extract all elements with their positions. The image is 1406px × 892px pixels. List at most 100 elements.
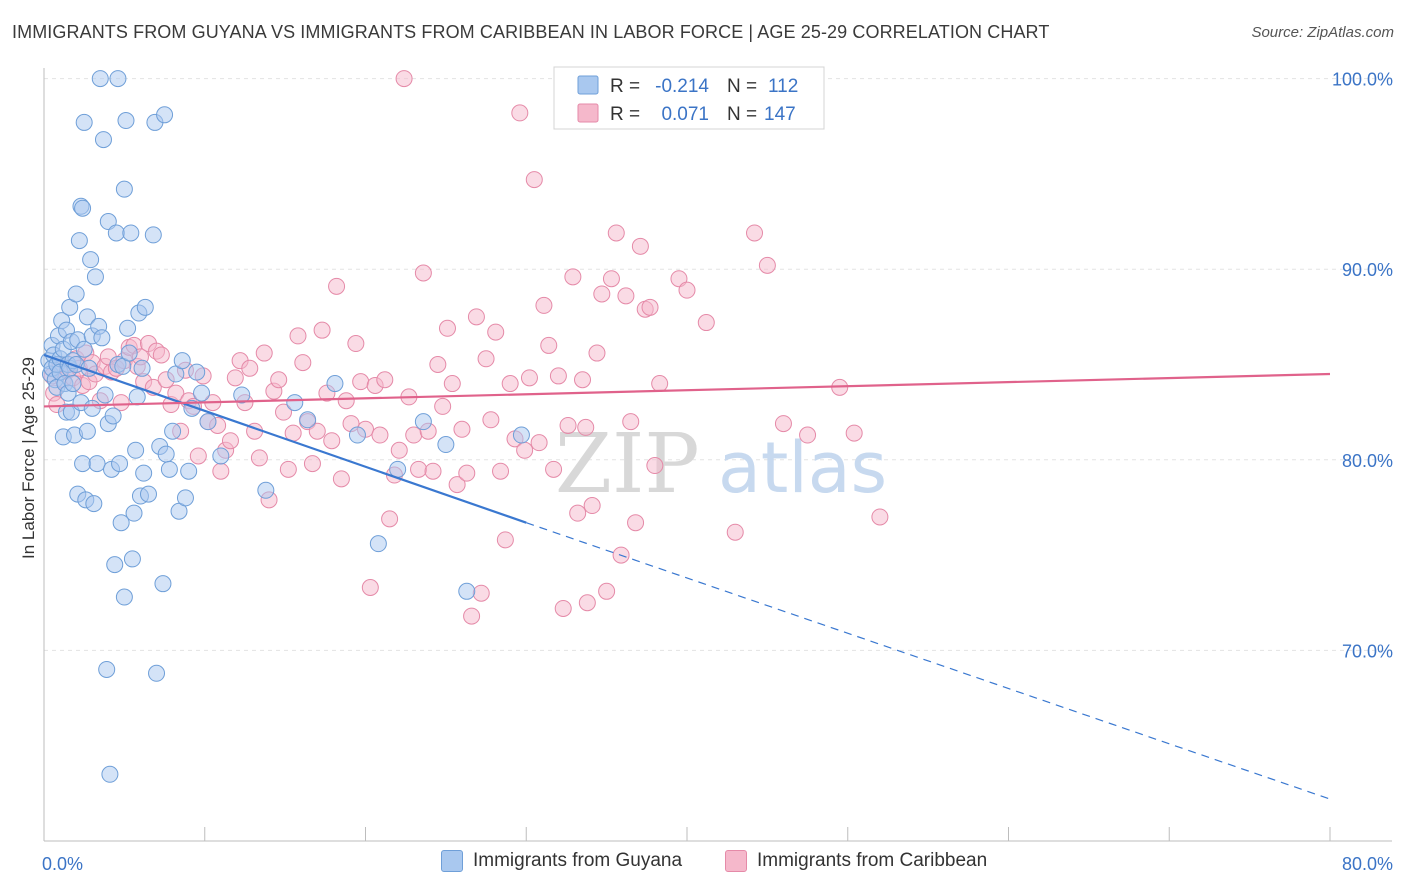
caribbean-point (871, 508, 889, 526)
guyana-point (156, 106, 174, 124)
caribbean-point (438, 319, 456, 337)
guyana-point (127, 441, 145, 459)
caribbean-point (429, 355, 447, 373)
caribbean-point (410, 460, 428, 478)
axes (43, 68, 1392, 842)
guyana-point (74, 199, 92, 217)
guyana-point (173, 352, 191, 370)
guyana-point (233, 386, 251, 404)
caribbean-point (530, 434, 548, 452)
guyana-point (164, 422, 182, 440)
caribbean-point (255, 344, 273, 362)
guyana-point (98, 660, 116, 678)
guyana-point (458, 582, 476, 600)
caribbean-point (487, 323, 505, 341)
bottom-legend-swatch-guyana (441, 850, 463, 872)
guyana-point (115, 180, 133, 198)
caribbean-trend-line (43, 372, 1331, 408)
guyana-point (148, 664, 166, 682)
caribbean-point (250, 449, 268, 467)
caribbean-point (112, 394, 130, 412)
caribbean-point (443, 375, 461, 393)
trend-lines (43, 353, 1331, 800)
caribbean-point (241, 359, 259, 377)
caribbean-point (313, 321, 331, 339)
caribbean-point (414, 264, 432, 282)
legend-r-value-2: 0.071 (661, 104, 709, 125)
caribbean-point (328, 277, 346, 295)
caribbean-point (477, 350, 495, 368)
guyana-point (136, 298, 154, 316)
caribbean-point (289, 327, 307, 345)
caribbean-point (458, 464, 476, 482)
guyana-point (133, 359, 151, 377)
guyana-point (109, 70, 127, 88)
guyana-point (78, 308, 96, 326)
guyana-point (369, 535, 387, 553)
caribbean-point (697, 314, 715, 332)
guyana-point (299, 411, 317, 429)
guyana-point (70, 232, 88, 250)
legend-swatch-guyana (577, 75, 599, 95)
guyana-point (82, 251, 100, 269)
x-tick-label: 0.0% (42, 854, 83, 874)
guyana-point (88, 455, 106, 473)
bottom-legend-label-caribbean: Immigrants from Caribbean (757, 850, 988, 871)
guyana-point (107, 224, 125, 242)
legend-n-value-1: 112 (768, 76, 798, 97)
guyana-point (85, 495, 103, 513)
legend-n-label-2: N = (727, 104, 757, 125)
guyana-point (111, 455, 129, 473)
guyana-point (93, 329, 111, 347)
guyana-point (160, 460, 178, 478)
caribbean-point (152, 346, 170, 364)
caribbean-point (549, 367, 567, 385)
caribbean-point (678, 281, 696, 299)
guyana-point (176, 489, 194, 507)
guyana-point (188, 363, 206, 381)
caribbean-point (535, 296, 553, 314)
guyana-point (94, 131, 112, 149)
caribbean-point (482, 411, 500, 429)
caribbean-point (472, 584, 490, 602)
legend-n-label-1: N = (727, 76, 757, 97)
watermark-zip: ZIP (555, 417, 700, 512)
caribbean-point (525, 171, 543, 189)
legend-n-value-2: 147 (764, 104, 796, 125)
guyana-point (157, 445, 175, 463)
y-tick-label: 90.0% (1342, 260, 1393, 280)
caribbean-point (279, 460, 297, 478)
caribbean-point (583, 497, 601, 515)
caribbean-point (520, 369, 538, 387)
caribbean-point (463, 607, 481, 625)
caribbean-point (332, 470, 350, 488)
caribbean-point (323, 432, 341, 450)
guyana-point (193, 384, 211, 402)
caribbean-point (774, 415, 792, 433)
guyana-point (122, 224, 140, 242)
caribbean-point (376, 371, 394, 389)
y-tick-label: 100.0% (1332, 70, 1393, 90)
guyana-point (512, 426, 530, 444)
guyana-point (101, 765, 119, 783)
caribbean-point (405, 426, 423, 444)
guyana-point (120, 344, 138, 362)
guyana-point (83, 399, 101, 417)
caribbean-point (294, 354, 312, 372)
caribbean-point (593, 285, 611, 303)
guyana-point (257, 481, 275, 499)
caribbean-point (275, 403, 293, 421)
caribbean-point (448, 476, 466, 494)
caribbean-point (569, 504, 587, 522)
caribbean-point (617, 287, 635, 305)
guyana-point (119, 319, 137, 337)
guyana-point (115, 588, 133, 606)
caribbean-point (352, 373, 370, 391)
caribbean-point (651, 375, 669, 393)
legend-r-label-2: R = (610, 104, 640, 125)
y-axis-label: In Labor Force | Age 25-29 (19, 357, 38, 559)
guyana-point (64, 375, 82, 393)
guyana-point (199, 413, 217, 431)
guyana-point (180, 462, 198, 480)
